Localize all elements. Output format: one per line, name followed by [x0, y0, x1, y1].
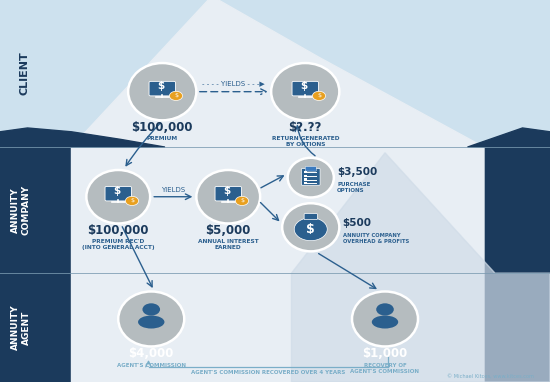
- Ellipse shape: [86, 170, 150, 223]
- Polygon shape: [72, 0, 484, 382]
- Text: $4,000: $4,000: [129, 347, 174, 360]
- Ellipse shape: [372, 316, 398, 329]
- Ellipse shape: [138, 316, 164, 329]
- Bar: [304, 171, 307, 173]
- Bar: [304, 175, 307, 177]
- Text: $500: $500: [343, 218, 372, 228]
- Text: $: $: [130, 198, 134, 204]
- Text: $100,000: $100,000: [131, 121, 193, 134]
- FancyBboxPatch shape: [292, 81, 318, 96]
- Text: $?.??: $?.??: [289, 121, 322, 134]
- Text: © Michael Kitces, www.kitces.com: © Michael Kitces, www.kitces.com: [447, 374, 534, 379]
- Text: AGENT'S COMMISSION: AGENT'S COMMISSION: [117, 363, 186, 367]
- Text: $5,000: $5,000: [206, 224, 251, 237]
- Text: $: $: [300, 81, 307, 91]
- Text: $: $: [174, 93, 178, 99]
- Text: $3,500: $3,500: [337, 167, 377, 177]
- Bar: [0, 147, 550, 273]
- Text: $: $: [157, 81, 164, 91]
- Bar: [0, 0, 550, 147]
- Text: PREMIUM REC'D
(INTO GENERAL ACCT): PREMIUM REC'D (INTO GENERAL ACCT): [82, 239, 155, 250]
- Circle shape: [169, 91, 183, 100]
- Ellipse shape: [352, 291, 418, 346]
- Text: $: $: [317, 93, 321, 99]
- FancyBboxPatch shape: [215, 186, 241, 201]
- Text: - - - - YIELDS - - -▶: - - - - YIELDS - - -▶: [202, 80, 265, 86]
- Text: $100,000: $100,000: [87, 224, 149, 237]
- Text: ANNUITY COMPANY
OVERHEAD & PROFITS: ANNUITY COMPANY OVERHEAD & PROFITS: [343, 233, 409, 244]
- Text: RETURN GENERATED
BY OPTIONS: RETURN GENERATED BY OPTIONS: [272, 136, 339, 147]
- Polygon shape: [292, 153, 550, 382]
- Bar: [304, 182, 307, 184]
- Text: $: $: [240, 198, 244, 204]
- Circle shape: [312, 91, 326, 100]
- Circle shape: [235, 196, 249, 206]
- FancyBboxPatch shape: [301, 168, 320, 185]
- Text: PREMIUM: PREMIUM: [147, 136, 178, 141]
- Circle shape: [142, 303, 160, 316]
- Text: RECOVERY OF
AGENT'S COMMISSION: RECOVERY OF AGENT'S COMMISSION: [350, 363, 420, 374]
- Text: ANNUITY
COMPANY: ANNUITY COMPANY: [11, 185, 31, 235]
- Text: PURCHASE
OPTIONS: PURCHASE OPTIONS: [337, 182, 371, 193]
- Text: CLIENT: CLIENT: [20, 52, 30, 96]
- FancyBboxPatch shape: [305, 167, 316, 171]
- Bar: [304, 178, 307, 181]
- FancyBboxPatch shape: [105, 186, 131, 201]
- Circle shape: [125, 196, 139, 206]
- Ellipse shape: [282, 203, 339, 251]
- Ellipse shape: [196, 170, 260, 223]
- Text: $: $: [223, 186, 230, 196]
- Text: ANNUITY
AGENT: ANNUITY AGENT: [11, 305, 31, 350]
- Polygon shape: [468, 128, 550, 147]
- Text: YIELDS: YIELDS: [161, 187, 185, 193]
- Text: ANNUAL INTEREST
EARNED: ANNUAL INTEREST EARNED: [198, 239, 258, 250]
- Ellipse shape: [118, 291, 184, 346]
- Circle shape: [294, 218, 327, 241]
- Bar: [0, 273, 550, 382]
- Ellipse shape: [271, 63, 339, 120]
- Text: $: $: [306, 223, 315, 236]
- Text: $: $: [113, 186, 120, 196]
- Ellipse shape: [288, 158, 334, 197]
- Ellipse shape: [128, 63, 196, 120]
- Text: $1,000: $1,000: [362, 347, 408, 360]
- Polygon shape: [0, 128, 165, 147]
- Text: AGENT'S COMMISSION RECOVERED OVER 4 YEARS: AGENT'S COMMISSION RECOVERED OVER 4 YEAR…: [191, 370, 345, 375]
- FancyBboxPatch shape: [149, 81, 175, 96]
- FancyBboxPatch shape: [304, 214, 317, 220]
- Circle shape: [376, 303, 394, 316]
